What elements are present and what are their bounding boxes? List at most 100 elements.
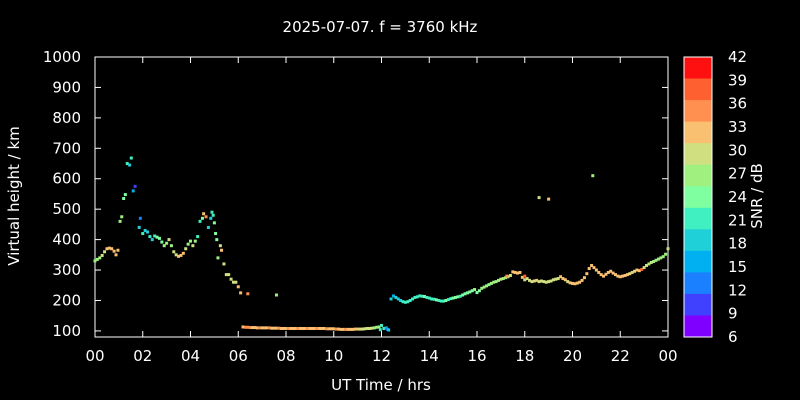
data-point — [568, 281, 572, 285]
data-point — [401, 300, 405, 304]
y-axis-label: Virtual height / km — [5, 126, 23, 265]
data-point — [260, 326, 264, 330]
data-point — [461, 293, 465, 297]
data-point — [413, 295, 417, 299]
colorbar-band — [684, 250, 712, 273]
data-point — [387, 328, 391, 332]
data-point — [616, 274, 620, 278]
data-point — [265, 326, 269, 330]
data-point — [487, 283, 491, 287]
data-point — [193, 239, 197, 243]
plot-area — [94, 56, 669, 338]
data-point — [212, 221, 216, 225]
data-point — [485, 284, 489, 288]
data-point — [456, 295, 460, 299]
data-point — [664, 252, 668, 256]
data-point — [561, 277, 565, 281]
data-point — [542, 280, 546, 284]
colorbar-tick-label: 27 — [728, 165, 747, 183]
data-point — [582, 276, 586, 280]
data-point — [239, 291, 243, 295]
data-point — [337, 327, 341, 331]
data-point — [587, 267, 591, 271]
data-point — [544, 280, 548, 284]
data-point — [391, 294, 395, 298]
data-point — [112, 249, 116, 253]
data-point — [105, 247, 109, 251]
data-point — [578, 280, 582, 284]
data-point — [95, 257, 99, 261]
data-point — [406, 300, 410, 304]
data-point — [377, 325, 381, 329]
data-point — [434, 298, 438, 302]
data-point — [356, 327, 360, 331]
data-point — [118, 219, 122, 223]
data-point — [122, 197, 126, 201]
colorbar-tick-label: 15 — [728, 258, 747, 276]
colorbar-band — [684, 121, 712, 144]
data-point — [215, 238, 219, 242]
data-point — [592, 266, 596, 270]
data-point — [220, 248, 224, 252]
data-point — [308, 326, 312, 330]
plot-border — [94, 56, 669, 338]
x-tick-label: 04 — [181, 347, 200, 365]
data-point — [468, 290, 472, 294]
data-point — [666, 247, 670, 251]
data-point — [480, 286, 484, 290]
data-point — [520, 275, 524, 279]
data-point — [492, 280, 496, 284]
data-point — [645, 263, 649, 267]
data-point — [322, 326, 326, 330]
colorbar-tick-label: 42 — [728, 48, 747, 66]
data-point — [320, 326, 324, 330]
data-point — [209, 216, 213, 220]
data-point — [107, 246, 111, 250]
data-point — [597, 270, 601, 274]
data-point — [305, 326, 309, 330]
colorbar-band — [684, 78, 712, 101]
data-point — [547, 197, 551, 201]
data-point — [458, 294, 462, 298]
data-point — [661, 255, 665, 259]
data-point — [399, 298, 403, 302]
data-point — [150, 238, 154, 242]
data-point — [131, 189, 135, 193]
colorbar-tick-label: 24 — [728, 188, 747, 206]
data-point — [204, 215, 208, 219]
x-tick-label: 00 — [658, 347, 677, 365]
data-point — [501, 277, 505, 281]
data-point — [411, 297, 415, 301]
data-point — [160, 240, 164, 244]
data-point — [229, 277, 233, 281]
data-point — [206, 225, 210, 229]
data-point — [98, 256, 102, 260]
data-point — [499, 277, 503, 281]
data-point — [165, 241, 169, 245]
data-point — [549, 279, 553, 283]
data-point — [211, 213, 215, 217]
data-point — [174, 253, 178, 257]
x-tick-label: 06 — [229, 347, 248, 365]
data-point — [523, 278, 527, 282]
data-point — [216, 256, 220, 260]
data-point — [329, 327, 333, 331]
data-point — [146, 230, 150, 234]
data-point — [181, 251, 185, 255]
data-point — [196, 235, 200, 239]
data-point — [571, 281, 574, 285]
data-point — [508, 274, 512, 278]
data-point — [465, 291, 469, 295]
data-point — [602, 274, 606, 278]
data-point — [518, 270, 522, 274]
data-point — [218, 244, 222, 248]
colorbar-band — [684, 229, 712, 252]
data-point — [628, 272, 632, 276]
data-point — [470, 289, 474, 293]
data-point — [403, 300, 407, 304]
data-point — [282, 326, 286, 330]
x-tick-label: 02 — [133, 347, 152, 365]
data-point — [463, 292, 467, 296]
data-point — [475, 291, 479, 295]
data-point — [114, 253, 118, 257]
